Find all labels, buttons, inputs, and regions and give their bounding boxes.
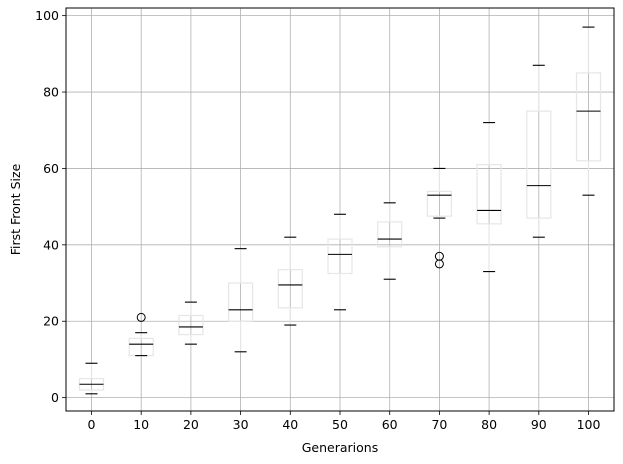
y-tick-label: 40 <box>43 237 59 252</box>
outlier-point <box>136 312 146 322</box>
y-axis-label: First Front Size <box>8 163 23 255</box>
y-tick-label: 0 <box>51 390 59 405</box>
x-tick-label: 90 <box>531 417 547 432</box>
x-tick-label: 80 <box>481 417 497 432</box>
x-axis-label: Generarions <box>302 440 378 455</box>
box-iqr <box>327 238 353 275</box>
y-tick-label: 100 <box>35 8 59 23</box>
axis-ticks: 0 10 20 30 40 50 60 70 80 90 100 0 20 40 60 80 100 <box>35 8 600 432</box>
box-iqr <box>426 190 452 217</box>
box-group <box>575 26 602 196</box>
box-iqr <box>526 110 552 219</box>
box-iqr <box>228 282 254 322</box>
x-tick-label: 30 <box>233 417 249 432</box>
box-iqr <box>277 269 303 309</box>
y-tick-label: 20 <box>43 314 59 329</box>
y-tick-label: 60 <box>43 161 59 176</box>
box-iqr <box>476 164 502 225</box>
x-tick-label: 60 <box>382 417 398 432</box>
x-tick-label: 70 <box>431 417 447 432</box>
outlier-point <box>434 251 444 261</box>
box-plot-series <box>78 26 602 395</box>
x-tick-label: 100 <box>577 417 601 432</box>
x-tick-label: 10 <box>133 417 149 432</box>
box-iqr <box>575 72 602 162</box>
box-group <box>277 236 303 326</box>
box-group <box>476 122 502 273</box>
x-tick-label: 50 <box>332 417 348 432</box>
grid-lines <box>66 8 614 411</box>
box-group <box>526 64 552 238</box>
y-tick-label: 80 <box>43 85 59 100</box>
box-group <box>426 167 452 269</box>
x-tick-label: 20 <box>183 417 199 432</box>
x-tick-label: 40 <box>282 417 298 432</box>
box-group <box>178 301 204 345</box>
x-tick-label: 0 <box>88 417 96 432</box>
box-iqr <box>377 221 403 248</box>
box-group <box>128 312 154 357</box>
box-group <box>78 362 105 395</box>
box-group <box>377 202 403 280</box>
box-iqr <box>178 314 204 336</box>
box-group <box>327 213 353 311</box>
box-group <box>228 248 254 353</box>
